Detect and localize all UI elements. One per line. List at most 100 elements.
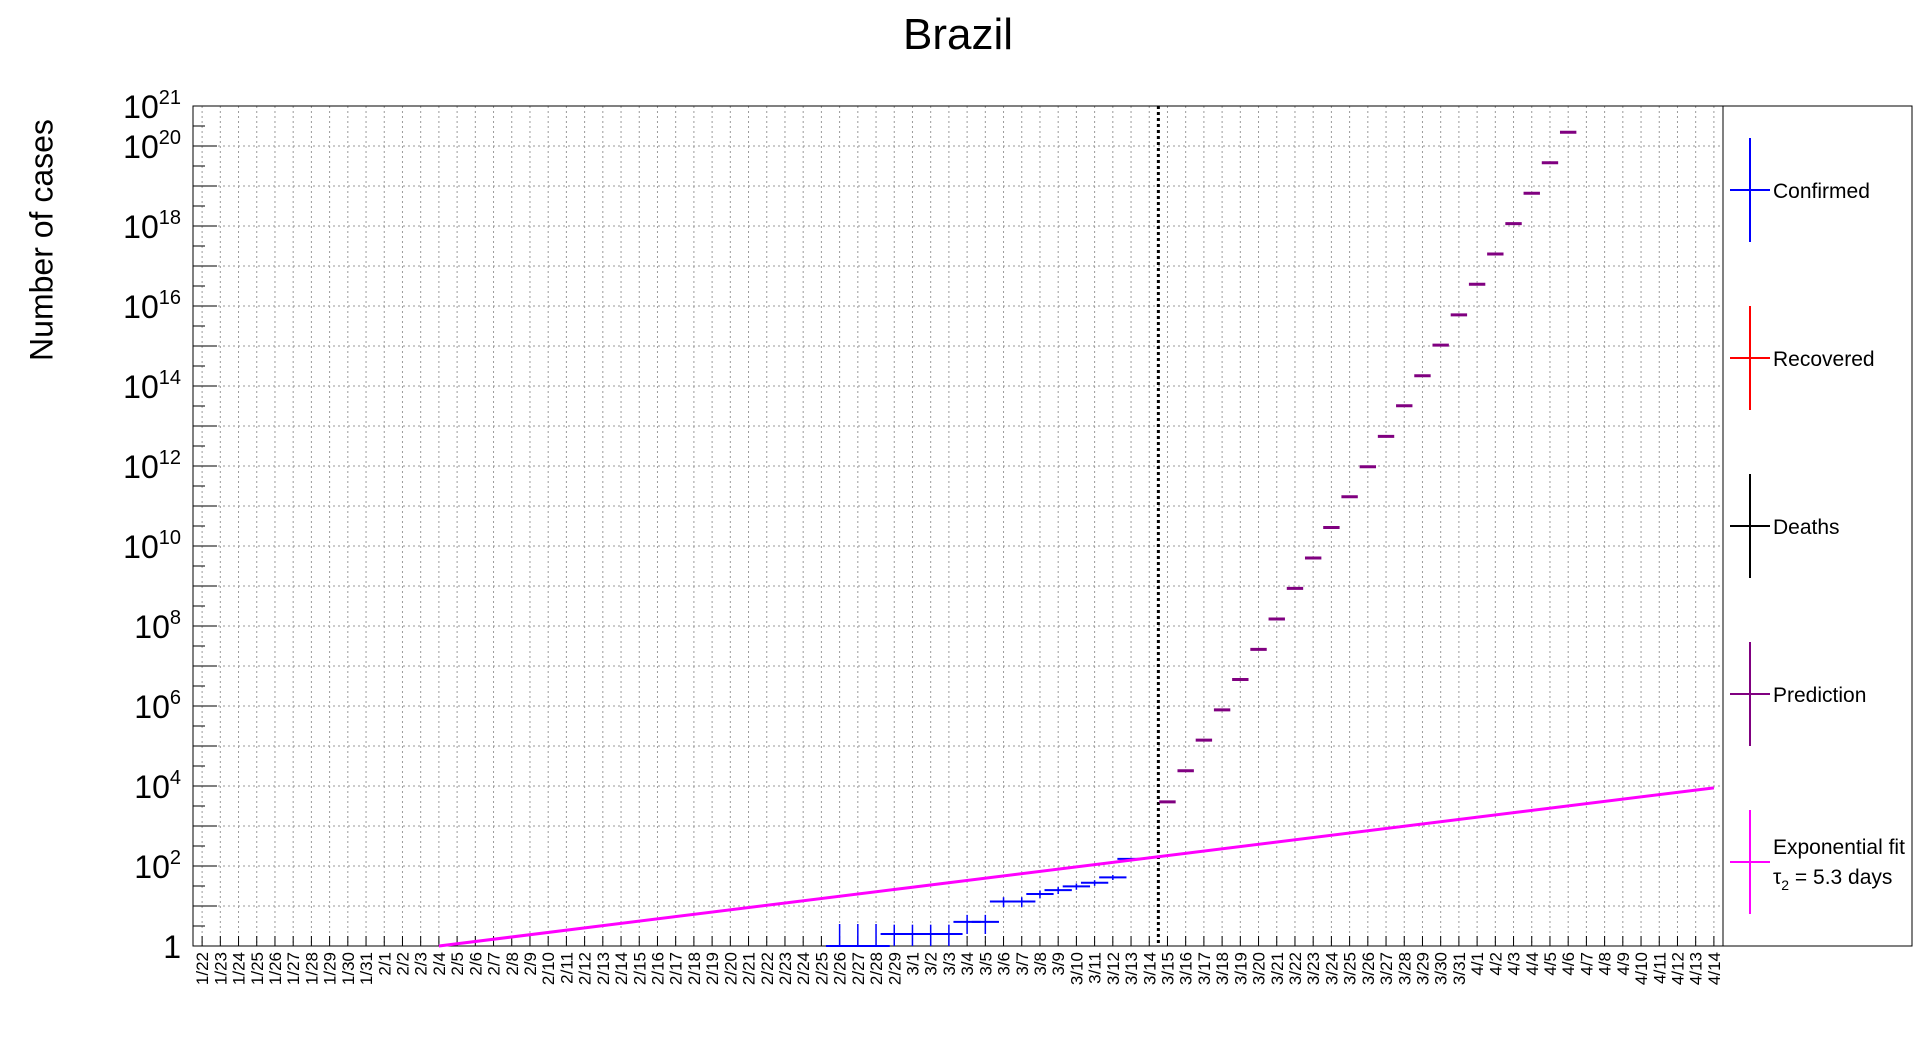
x-tick-label: 3/28: [1395, 952, 1414, 985]
legend-label: Confirmed: [1773, 180, 1870, 203]
plot-border: [192, 105, 1724, 947]
x-tick-label: 2/10: [539, 952, 558, 985]
x-tick-label: 3/2: [922, 952, 941, 976]
x-tick-label: 2/13: [594, 952, 613, 985]
x-tick-label: 4/13: [1687, 952, 1706, 985]
x-tick-label: 3/26: [1359, 952, 1378, 985]
x-tick-label: 3/11: [1086, 952, 1105, 984]
chart-title: Brazil: [902, 10, 1014, 59]
x-tick-label: 2/24: [794, 952, 813, 985]
legend: Confirmed Recovered Deaths Prediction Expone…: [1730, 138, 1905, 914]
x-tick-label: 2/16: [648, 952, 667, 985]
x-tick-label: 2/20: [721, 952, 740, 985]
x-tick-label: 3/16: [1177, 952, 1196, 985]
x-tick-label: 2/12: [576, 952, 595, 985]
x-tick-label: 2/29: [885, 952, 904, 985]
y-tick-label: 1020: [123, 127, 181, 165]
x-tick-label: 3/9: [1049, 952, 1068, 976]
x-tick-label: 1/22: [193, 952, 212, 985]
y-tick-label: 1016: [123, 287, 181, 325]
x-tick-label: 3/15: [1158, 952, 1177, 985]
x-tick-label: 2/8: [503, 952, 522, 976]
x-tick-label: 3/22: [1286, 952, 1305, 985]
x-tick-label: 4/5: [1541, 952, 1560, 976]
x-tick-label: 4/11: [1650, 952, 1669, 984]
x-tick-label: 2/19: [703, 952, 722, 985]
grid-lines: [193, 105, 1723, 947]
x-tick-label: 2/4: [430, 952, 449, 976]
y-tick-label: 106: [134, 687, 181, 725]
legend-label: Prediction: [1773, 684, 1866, 707]
x-tick-label: 3/18: [1213, 952, 1232, 985]
x-tick-label: 3/20: [1250, 952, 1269, 985]
x-tick-label: 3/7: [1013, 952, 1032, 976]
x-tick-label: 1/28: [302, 952, 321, 985]
y-tick-label: 102: [134, 847, 181, 885]
x-tick-label: 2/22: [758, 952, 777, 985]
x-tick-label: 1/25: [248, 952, 267, 985]
x-tick-label: 1/26: [266, 952, 285, 985]
x-tick-label: 3/29: [1413, 952, 1432, 985]
x-tick-label: 3/21: [1268, 952, 1287, 985]
x-tick-label: 3/24: [1322, 952, 1341, 985]
x-tick-label: 2/17: [667, 952, 686, 985]
x-tick-label: 2/5: [448, 952, 467, 976]
x-tick-label: 1/27: [284, 952, 303, 985]
axis-ticks: 1/22 1/23 1/24 1/25 1/26 1/27 1/28 1/29 1/30 1/31…: [123, 87, 1724, 985]
x-tick-label: 2/27: [849, 952, 868, 985]
fit-line: [438, 786, 1715, 948]
x-tick-label: 4/4: [1523, 952, 1542, 976]
x-tick-label: 3/5: [976, 952, 995, 976]
x-tick-label: 3/8: [1031, 952, 1050, 976]
x-tick-label: 4/9: [1614, 952, 1633, 976]
x-tick-label: 2/3: [412, 952, 431, 976]
legend-label: Exponential fit: [1773, 836, 1905, 859]
x-tick-label: 4/10: [1632, 952, 1651, 985]
x-tick-label: 2/28: [867, 952, 886, 985]
x-tick-label: 3/19: [1231, 952, 1250, 985]
x-tick-label: 4/6: [1559, 952, 1578, 976]
y-tick-label: 1010: [123, 527, 181, 565]
y-tick-label: 104: [134, 767, 181, 805]
x-tick-label: 2/6: [466, 952, 485, 976]
y-tick-label: 108: [134, 607, 181, 645]
data-series: [438, 130, 1715, 948]
x-tick-label: 1/31: [357, 952, 376, 985]
y-tick-label: 1012: [123, 447, 181, 485]
x-tick-label: 4/8: [1596, 952, 1615, 976]
x-tick-label: 2/2: [393, 952, 412, 976]
x-tick-label: 3/6: [995, 952, 1014, 976]
x-tick-label: 2/26: [831, 952, 850, 985]
x-tick-label: 3/14: [1140, 952, 1159, 985]
x-tick-label: 3/25: [1341, 952, 1360, 985]
y-tick-label: 1014: [123, 367, 181, 405]
x-tick-label: 2/18: [685, 952, 704, 985]
x-tick-label: 4/14: [1705, 952, 1724, 985]
legend-label-2: τ2 = 5.3 days: [1773, 866, 1892, 893]
x-tick-label: 3/23: [1304, 952, 1323, 985]
x-tick-label: 2/21: [740, 952, 759, 985]
y-tick-label: 1: [163, 929, 181, 965]
x-tick-label: 3/4: [958, 952, 977, 976]
x-tick-label: 4/12: [1668, 952, 1687, 985]
y-tick-label: 1021: [123, 87, 181, 125]
legend-label: Recovered: [1773, 348, 1875, 371]
x-tick-label: 3/31: [1450, 952, 1469, 985]
x-tick-label: 2/7: [485, 952, 504, 976]
x-tick-label: 1/29: [321, 952, 340, 985]
x-tick-label: 3/13: [1122, 952, 1141, 985]
x-tick-label: 3/10: [1067, 952, 1086, 985]
plot-frame: [192, 105, 1913, 947]
x-tick-label: 2/9: [521, 952, 540, 976]
x-tick-label: 4/3: [1505, 952, 1524, 976]
x-tick-label: 1/23: [211, 952, 230, 985]
x-tick-label: 2/14: [612, 952, 631, 985]
x-tick-label: 2/1: [375, 952, 394, 976]
x-tick-label: 4/1: [1468, 952, 1487, 976]
y-tick-label: 1018: [123, 207, 181, 245]
x-tick-label: 1/24: [230, 952, 249, 985]
x-tick-label: 4/7: [1577, 952, 1596, 976]
x-tick-label: 3/3: [940, 952, 959, 976]
x-tick-label: 2/11: [557, 952, 576, 984]
